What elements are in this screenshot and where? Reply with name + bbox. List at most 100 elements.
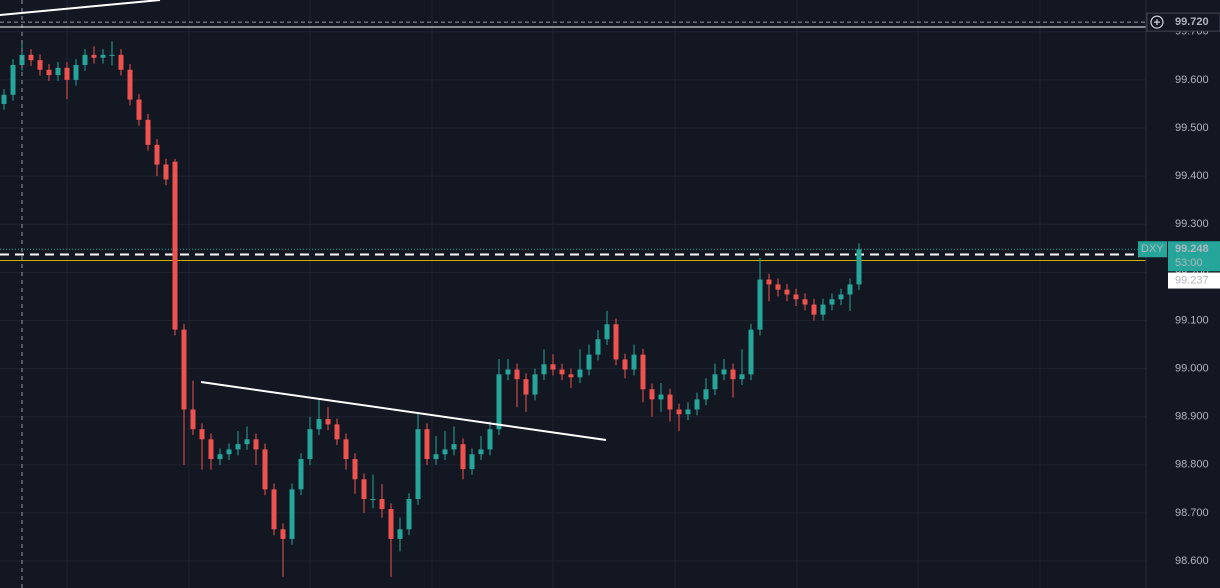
trend-line: [200, 381, 607, 441]
candle-body: [676, 409, 682, 415]
candle-body: [658, 394, 664, 400]
candle-body: [10, 64, 16, 95]
y-tick-label: 99.000: [1175, 362, 1209, 374]
candle-body: [604, 324, 610, 340]
candle-body: [325, 419, 331, 425]
candle-body: [784, 289, 790, 295]
y-tick-label: 98.700: [1175, 507, 1209, 519]
candle-body: [739, 374, 745, 380]
candle-body: [622, 359, 628, 370]
candle-body: [595, 339, 601, 355]
candle-body: [532, 374, 538, 395]
candle-body: [55, 67, 61, 76]
candle-body: [559, 369, 565, 375]
candle-body: [667, 394, 673, 410]
y-tick-label: 99.500: [1175, 122, 1209, 134]
candle-body: [838, 294, 844, 300]
candle-body: [685, 409, 691, 415]
y-tick-label: 98.600: [1175, 555, 1209, 567]
candle-body: [505, 369, 511, 375]
countdown-label: 53:00: [1175, 257, 1203, 269]
candle-body: [631, 354, 637, 370]
candle-body: [460, 444, 466, 470]
candle-body: [694, 399, 700, 410]
y-tick-label: 98.800: [1175, 459, 1209, 471]
candle-body: [514, 369, 520, 380]
candles: [1, 41, 862, 577]
level-label-box: [1168, 272, 1220, 289]
alert-add-icon[interactable]: [1150, 15, 1164, 29]
symbol-box: [1138, 241, 1167, 258]
candle-body: [91, 54, 97, 58]
candle-body: [82, 54, 88, 65]
candle-body: [577, 369, 583, 378]
last-price-box: [1168, 241, 1220, 272]
alert-label-box: [1146, 12, 1220, 32]
candle-body: [217, 454, 223, 460]
candle-body: [226, 449, 232, 455]
candle-body: [568, 374, 574, 378]
candle-body: [334, 424, 340, 440]
y-tick-label: 99.100: [1175, 314, 1209, 326]
y-tick-label: 99.400: [1175, 170, 1209, 182]
candle-body: [766, 279, 772, 285]
candle-body: [820, 304, 826, 315]
candle-body: [1, 94, 7, 104]
vertical-grid: [66, 0, 1041, 588]
level-price-label: 99.237: [1175, 274, 1209, 286]
candle-body: [586, 354, 592, 370]
candle-body: [244, 439, 250, 445]
candle-body: [145, 119, 151, 145]
candle-body: [712, 374, 718, 390]
candle-body: [721, 369, 727, 375]
candle-body: [28, 54, 34, 61]
candle-body: [775, 284, 781, 290]
candle-body: [388, 509, 394, 539]
y-tick-label: 98.900: [1175, 411, 1209, 423]
y-tick-label: 99.600: [1175, 74, 1209, 86]
candle-body: [163, 164, 169, 180]
candle-body: [46, 69, 52, 76]
candle-body: [487, 429, 493, 450]
candle-body: [298, 459, 304, 490]
candle-body: [37, 60, 43, 70]
price-labels: 99.720 99.237 DXY 99.248 53:00: [1138, 12, 1220, 289]
candle-body: [352, 459, 358, 480]
candle-body: [316, 419, 322, 430]
candle-body: [73, 64, 79, 80]
candle-body: [748, 329, 754, 375]
candle-body: [136, 99, 142, 120]
candle-body: [64, 67, 70, 80]
candle-body: [856, 249, 862, 285]
candle-body: [424, 429, 430, 460]
candle-body: [406, 498, 412, 530]
alert-price-label: 99.720: [1175, 16, 1209, 28]
candle-body: [181, 329, 187, 410]
candle-body: [811, 304, 817, 315]
candle-body: [190, 409, 196, 430]
candle-body: [433, 454, 439, 460]
overlays: [0, 0, 1146, 588]
candle-body: [649, 389, 655, 400]
trend-line: [0, 0, 161, 16]
candle-body: [361, 479, 367, 499]
candle-body: [109, 54, 115, 56]
candle-body: [730, 369, 736, 380]
candle-body: [289, 489, 295, 539]
candle-body: [280, 529, 286, 539]
candle-body: [451, 444, 457, 450]
candle-body: [469, 454, 475, 470]
candle-body: [379, 498, 385, 510]
candle-body: [703, 389, 709, 400]
horizontal-grid: [0, 21, 1166, 562]
candle-body: [307, 429, 313, 460]
candle-body: [127, 69, 133, 100]
candle-body: [757, 279, 763, 330]
candle-body: [802, 299, 808, 305]
candle-body: [271, 489, 277, 530]
alert-add-icon-plus: [1154, 19, 1160, 26]
candle-body: [208, 439, 214, 460]
candle-body: [415, 429, 421, 499]
